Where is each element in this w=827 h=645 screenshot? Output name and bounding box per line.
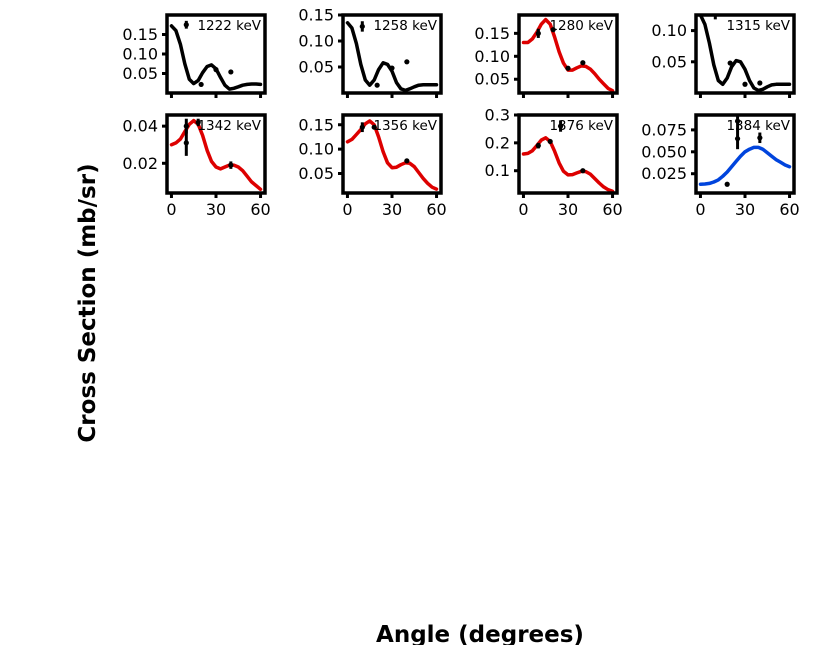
data-point [359, 23, 365, 30]
x-tick-label: 0 [342, 200, 352, 219]
x-tick-label: 30 [206, 200, 226, 219]
panel-4: 0.05 0.10 1315 keV [651, 13, 796, 98]
data-point [550, 27, 556, 33]
y-tick-label: 0.05 [122, 64, 158, 83]
data-point [228, 69, 234, 75]
x-tick-label: 60 [779, 200, 799, 219]
data-point [404, 158, 410, 164]
y-tick-label: 0.10 [474, 47, 510, 66]
fit-curve [169, 24, 263, 91]
data-point [565, 65, 571, 71]
energy-label: 1280 keV [549, 18, 613, 34]
y-tick-label: 0.10 [122, 45, 158, 64]
y-tick-label: 0.02 [122, 154, 158, 173]
data-point [734, 136, 741, 142]
data-point [183, 22, 189, 28]
x-tick-label: 60 [250, 200, 270, 219]
data-point [757, 135, 763, 141]
data-point [580, 168, 586, 174]
panel-2: 0.05 0.10 0.15 1258 keV [298, 6, 443, 98]
data-point [359, 124, 365, 130]
energy-label: 1356 keV [373, 118, 437, 134]
data-point [580, 60, 586, 66]
data-point [557, 123, 564, 129]
y-tick-label: 0.15 [298, 6, 334, 25]
energy-label: 1384 keV [726, 118, 790, 134]
y-tick-label: 0.05 [474, 70, 510, 89]
x-tick-label: 60 [602, 200, 622, 219]
energy-label: 1315 keV [726, 18, 790, 34]
energy-label: 1376 keV [549, 118, 613, 134]
fit-curve [698, 145, 792, 186]
x-tick-label: 60 [426, 200, 446, 219]
y-tick-label: 0.15 [122, 25, 158, 44]
panel-data [698, 115, 792, 187]
data-point [535, 143, 541, 149]
panel-data [521, 17, 615, 93]
data-point [374, 82, 380, 88]
y-tick-label: 0.04 [122, 117, 158, 136]
panel-data [345, 21, 439, 93]
x-tick-label: 0 [166, 200, 176, 219]
y-tick-label: 0.025 [641, 164, 687, 183]
data-point [371, 124, 377, 130]
x-tick-label: 0 [695, 200, 705, 219]
y-tick-label: 0.05 [298, 58, 334, 77]
y-tick-label: 0.10 [298, 140, 334, 159]
y-tick-label: 0.3 [485, 106, 510, 125]
x-tick-label: 0 [518, 200, 528, 219]
data-point [727, 60, 733, 66]
panel-data [698, 15, 792, 93]
panel-data [169, 118, 263, 192]
fit-curve [698, 15, 792, 93]
data-point [724, 181, 730, 187]
energy-label: 1258 keV [373, 18, 437, 34]
y-tick-label: 0.1 [485, 161, 510, 180]
data-point [183, 123, 189, 129]
panel-8: 0.025 0.050 0.075 0 30 60 1384 keV [641, 113, 800, 219]
data-point [535, 30, 541, 36]
x-tick-label: 30 [558, 200, 578, 219]
fit-curve [345, 21, 439, 93]
data-point [198, 81, 204, 88]
y-tick-label: 0.05 [298, 164, 334, 183]
data-point [195, 119, 201, 126]
panel-1: 0.050.100.15 1222 keV [122, 13, 267, 98]
data-point [742, 81, 748, 87]
y-tick-label: 0.15 [298, 115, 334, 134]
data-point [547, 138, 553, 145]
data-point [757, 80, 763, 86]
panel-data [169, 20, 263, 91]
y-tick-label: 0.15 [474, 24, 510, 43]
y-tick-label: 0.10 [298, 32, 334, 51]
panel-data [521, 120, 615, 193]
x-tick-label: 30 [735, 200, 755, 219]
y-axis-title: Cross Section (mb/sr) [75, 163, 101, 442]
panel-data [345, 119, 439, 191]
y-tick-label: 0.05 [651, 52, 687, 71]
data-point [213, 67, 219, 73]
y-tick-label: 0.2 [485, 133, 510, 152]
x-tick-label: 30 [382, 200, 402, 219]
panel-5: 0.02 0.04 0 30 60 1342 keV [122, 113, 271, 219]
y-tick-label: 0.050 [641, 142, 687, 161]
panel-7: 0.1 0.2 0.3 0 30 60 1376 keV [485, 106, 623, 220]
y-tick-label: 0.10 [651, 21, 687, 40]
y-tick-label: 0.075 [641, 120, 687, 139]
data-point [404, 59, 410, 65]
energy-label: 1342 keV [197, 118, 261, 134]
data-point [389, 65, 395, 71]
data-point [734, 118, 741, 124]
x-axis-title: Angle (degrees) [376, 622, 584, 645]
data-point [183, 140, 189, 146]
data-point [228, 162, 234, 168]
panel-3: 0.05 0.10 0.15 1280 keV [474, 13, 619, 98]
energy-label: 1222 keV [197, 18, 261, 34]
panel-6: 0.05 0.10 0.15 0 30 60 1356 keV [298, 113, 447, 219]
